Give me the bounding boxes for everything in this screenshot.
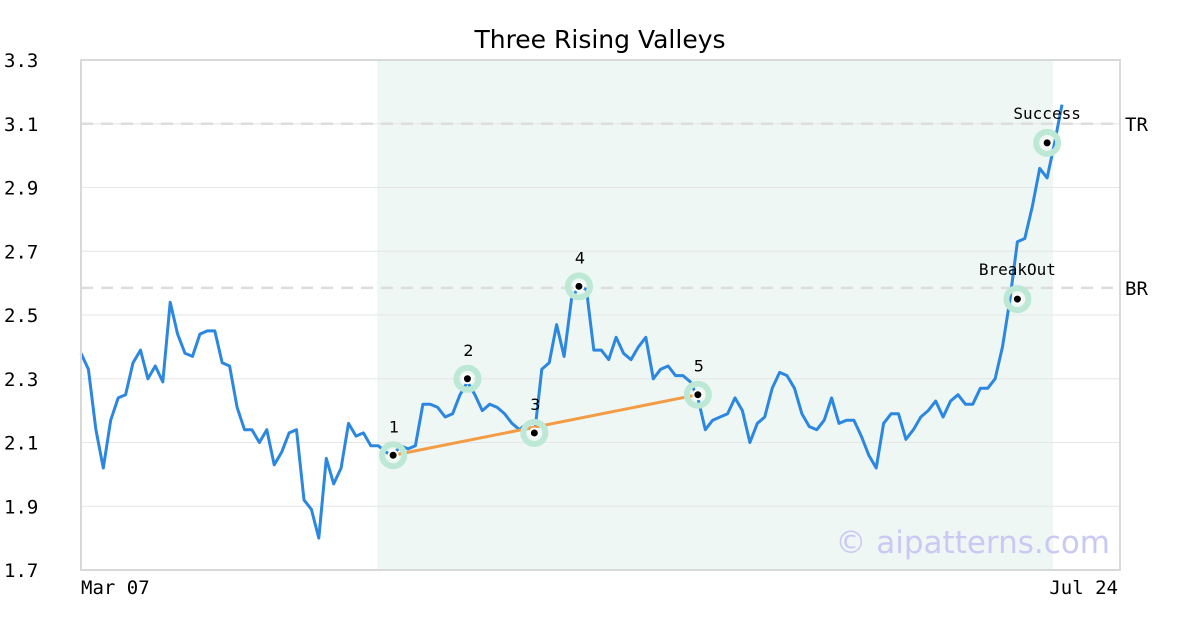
point-label: 2 <box>463 341 473 360</box>
chart-title: Three Rising Valleys <box>473 25 725 54</box>
ticks-layer: 1.7 1.9 2.1 2.3 2.5 2.7 2.9 3.1 3.3 Mar 07 Jul 24 <box>4 50 1118 599</box>
y-tick-label: 1.9 <box>4 496 38 518</box>
point-marker-ring <box>564 272 593 301</box>
watermark: © aipatterns.com <box>835 525 1110 561</box>
plot-frame <box>80 59 1121 571</box>
y-tick-label: 2.1 <box>4 433 38 455</box>
reference-line-label: TR <box>1125 114 1148 136</box>
point-marker <box>694 391 702 399</box>
price-line <box>79 104 1064 540</box>
point-label: 1 <box>389 417 399 436</box>
x-tick-label: Mar 07 <box>81 577 150 599</box>
point-marker <box>1043 139 1051 147</box>
y-tick-label: 3.3 <box>4 50 38 72</box>
point-label: 4 <box>575 248 585 267</box>
x-tick-label: Jul 24 <box>1049 577 1118 599</box>
y-tick-label: 2.7 <box>4 241 38 263</box>
point-marker <box>1013 295 1021 303</box>
series-layer <box>79 104 1064 540</box>
point-marker <box>530 429 538 437</box>
point-marker-ring <box>453 364 482 393</box>
point-label: BreakOut <box>979 260 1056 279</box>
point-label: 3 <box>530 395 540 414</box>
reference-line-label: BR <box>1125 278 1148 300</box>
point-marker-ring <box>379 441 408 470</box>
point-marker <box>463 375 471 383</box>
y-tick-label: 2.5 <box>4 305 38 327</box>
reference-lines-layer: TR BR <box>81 114 1148 300</box>
points-layer: 1 2 3 4 5 BreakOut Success <box>379 104 1081 470</box>
point-label: 5 <box>694 357 704 376</box>
y-tick-label: 3.1 <box>4 114 38 136</box>
point-marker-ring <box>520 418 549 447</box>
point-marker <box>389 451 397 459</box>
y-tick-label: 1.7 <box>4 560 38 582</box>
y-tick-label: 2.3 <box>4 369 38 391</box>
point-marker-ring <box>1033 128 1062 157</box>
point-marker-ring <box>683 380 712 409</box>
point-label: Success <box>1013 104 1080 123</box>
y-tick-label: 2.9 <box>4 178 38 200</box>
point-marker <box>575 282 583 290</box>
point-marker-ring <box>1003 285 1032 314</box>
